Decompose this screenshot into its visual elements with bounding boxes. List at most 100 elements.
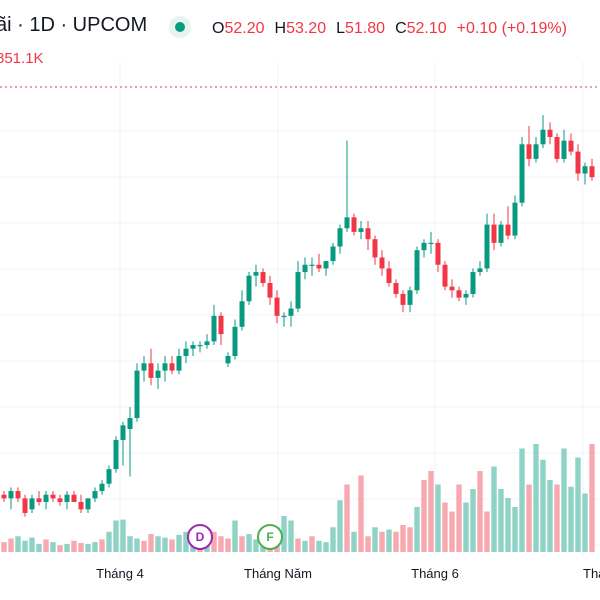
volume-bar	[64, 543, 70, 552]
candle	[582, 162, 588, 185]
volume-bar	[344, 484, 350, 552]
volume-bar	[155, 536, 161, 552]
market-status-icon	[169, 16, 191, 38]
candle	[288, 301, 294, 327]
candle	[15, 487, 21, 502]
volume-bar	[540, 459, 546, 552]
price-chart[interactable]: DF Tháng 4 Tháng Năm Tháng 6 Thá	[0, 62, 600, 600]
candle	[358, 220, 364, 240]
candle	[120, 421, 126, 466]
close-key: C	[395, 20, 407, 37]
volume-bar	[134, 538, 140, 552]
candle	[260, 268, 266, 287]
candle	[281, 312, 287, 327]
candle	[302, 257, 308, 280]
candle	[484, 213, 490, 273]
candle	[491, 213, 497, 251]
x-tick-label: Tháng Năm	[244, 566, 312, 581]
candle	[435, 239, 441, 273]
dividend-marker-icon[interactable]: D	[187, 524, 213, 550]
candle	[316, 253, 322, 273]
candle	[78, 494, 84, 513]
volume-bar	[225, 538, 231, 552]
volume-bar	[491, 466, 497, 552]
x-tick-label: Thá	[583, 566, 600, 581]
candle	[526, 126, 532, 167]
open-value: 52.20	[224, 20, 265, 37]
volume-bar	[281, 516, 287, 552]
candle	[197, 341, 203, 353]
volume-bar	[239, 536, 245, 552]
volume-bar	[71, 540, 77, 552]
candle	[575, 144, 581, 181]
candle	[148, 348, 154, 386]
volume-bar	[183, 531, 189, 552]
volume-bar	[589, 444, 595, 552]
chart-header: ãi · 1D · UPCOM O52.20 H53.20 L51.80 C52.10…	[0, 0, 600, 67]
volume-bar	[36, 543, 42, 552]
volume-bar	[582, 493, 588, 552]
low-value: 51.80	[345, 20, 386, 37]
volume-bar	[253, 539, 259, 552]
candle	[99, 480, 105, 495]
candle	[589, 158, 595, 181]
candle	[407, 286, 413, 313]
candle	[449, 279, 455, 298]
volume-bar	[330, 527, 336, 552]
candle	[456, 286, 462, 302]
candle	[64, 491, 70, 510]
high-key: H	[274, 20, 287, 37]
close-value: 52.10	[406, 20, 447, 37]
volume-bar	[421, 480, 427, 552]
candle	[85, 498, 91, 513]
candle	[477, 261, 483, 276]
volume-bar	[533, 444, 539, 552]
candle	[393, 279, 399, 298]
volume-bar	[484, 511, 490, 552]
volume-bar	[463, 502, 469, 552]
candle	[225, 352, 231, 367]
volume-bar	[162, 537, 168, 552]
svg-text:F: F	[266, 530, 273, 544]
candle	[218, 312, 224, 346]
candle	[253, 264, 259, 287]
candle	[533, 137, 539, 163]
svg-text:D: D	[196, 530, 205, 544]
symbol-title[interactable]: ãi · 1D · UPCOM	[0, 14, 148, 36]
candle	[295, 261, 301, 313]
volume-bar	[218, 536, 224, 552]
volume-bar	[50, 542, 56, 552]
volume-bar	[519, 448, 525, 552]
volume-bar	[78, 543, 84, 552]
high-value: 53.20	[286, 20, 327, 37]
volume-bars	[1, 444, 595, 552]
volume-bar	[568, 486, 574, 552]
financials-marker-icon[interactable]: F	[257, 524, 283, 550]
volume-bar	[337, 500, 343, 552]
candle	[561, 129, 567, 163]
volume-bar	[379, 531, 385, 552]
volume-bar	[400, 525, 406, 552]
volume-bar	[176, 534, 182, 552]
volume-bar	[386, 529, 392, 552]
candle	[127, 407, 133, 477]
x-tick-label: Tháng 6	[411, 566, 459, 581]
volume-bar	[547, 480, 553, 552]
volume-bar	[505, 498, 511, 552]
candle	[470, 268, 476, 298]
volume-bar	[498, 489, 504, 552]
volume-bar	[554, 484, 560, 552]
candle	[379, 250, 385, 276]
candle	[211, 304, 217, 346]
candle	[386, 261, 392, 287]
candle	[57, 494, 63, 506]
candle	[50, 491, 56, 502]
volume-bar	[512, 507, 518, 552]
candle	[400, 290, 406, 313]
candle	[239, 290, 245, 331]
volume-bar	[316, 540, 322, 552]
candle	[344, 140, 350, 232]
volume-bar	[295, 538, 301, 552]
candle	[568, 133, 574, 156]
